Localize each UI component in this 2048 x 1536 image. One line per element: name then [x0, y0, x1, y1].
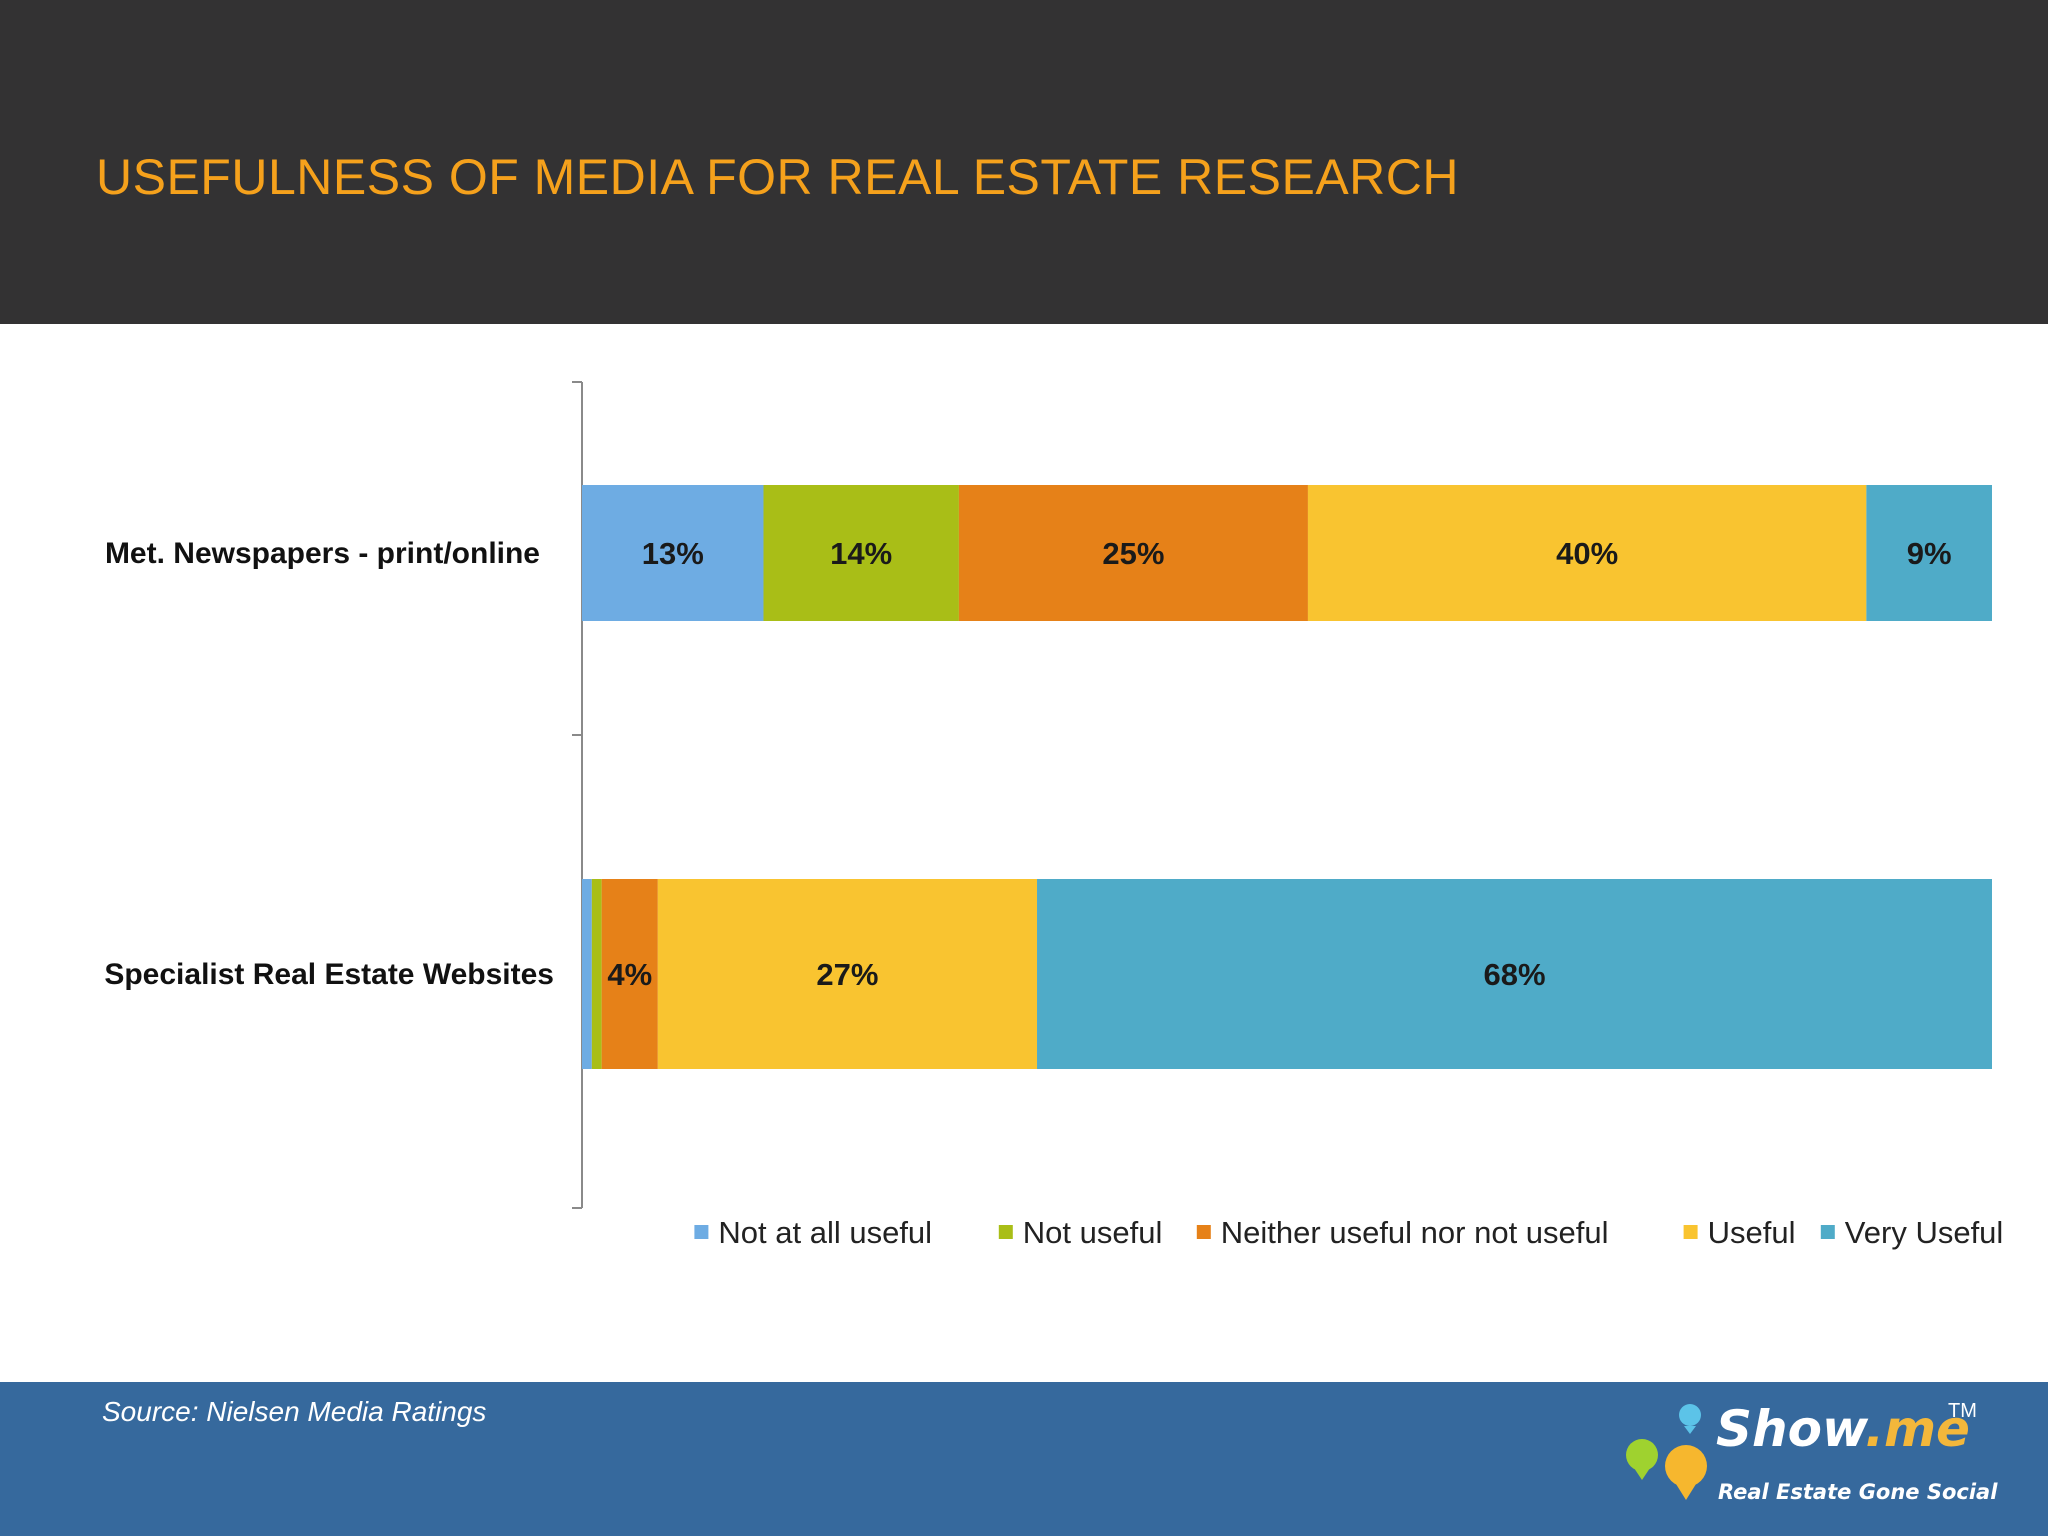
slide-title: USEFULNESS OF MEDIA FOR REAL ESTATE RESE…	[96, 149, 1459, 205]
logo-tagline: Real Estate Gone Social	[1718, 1480, 1998, 1504]
bar-segment	[582, 879, 592, 1069]
category-label: Met. Newspapers - print/online	[105, 537, 540, 570]
show-me-logo: Show.me TM Real Estate Gone Social	[1620, 1400, 2020, 1510]
trademark-mark: TM	[1948, 1400, 1977, 1422]
legend-label: Not useful	[1023, 1215, 1163, 1250]
bar-segment	[958, 485, 1308, 621]
data-label: 14%	[830, 536, 892, 571]
legend-label: Useful	[1708, 1215, 1796, 1250]
legend-swatch	[1820, 1225, 1835, 1239]
legend-label: Neither useful nor not useful	[1221, 1215, 1609, 1250]
legend-label: Very Useful	[1845, 1215, 2004, 1250]
legend-label: Not at all useful	[718, 1215, 932, 1250]
legend-swatch	[1683, 1225, 1698, 1239]
chart-area: 13% 14% 25% 40% 9% Met. Newspapers - print/on…	[0, 324, 2048, 1382]
data-label: 27%	[816, 957, 878, 992]
logo-wordmark: Show.me	[1716, 1400, 1970, 1458]
legend-swatch	[998, 1225, 1013, 1239]
legend-swatch	[1196, 1225, 1211, 1239]
data-label: 13%	[642, 536, 704, 571]
header-bar	[0, 0, 2048, 324]
source-note: Source: Nielsen Media Ratings	[102, 1396, 487, 1427]
bar-segment	[1307, 485, 1867, 621]
legend-swatch	[694, 1225, 709, 1239]
footer-bar	[0, 1382, 2048, 1536]
bar-segment	[582, 485, 764, 621]
stacked-bar-chart: 13% 14% 25% 40% 9% Met. Newspapers - print/on…	[104, 381, 2004, 1250]
data-label: 68%	[1483, 957, 1545, 992]
data-label: 4%	[607, 957, 652, 992]
bar-segment	[591, 879, 602, 1069]
bar-segment	[763, 485, 959, 621]
bar-segment	[1866, 485, 1992, 621]
bar-segment	[601, 879, 658, 1069]
data-label: 9%	[1907, 536, 1952, 571]
data-label: 40%	[1556, 536, 1618, 571]
bar-segment	[1037, 879, 1992, 1069]
bar-segment	[657, 879, 1038, 1069]
logo-balloons-icon	[1626, 1404, 1707, 1500]
data-label: 25%	[1102, 536, 1164, 571]
category-label: Specialist Real Estate Websites	[104, 958, 554, 991]
